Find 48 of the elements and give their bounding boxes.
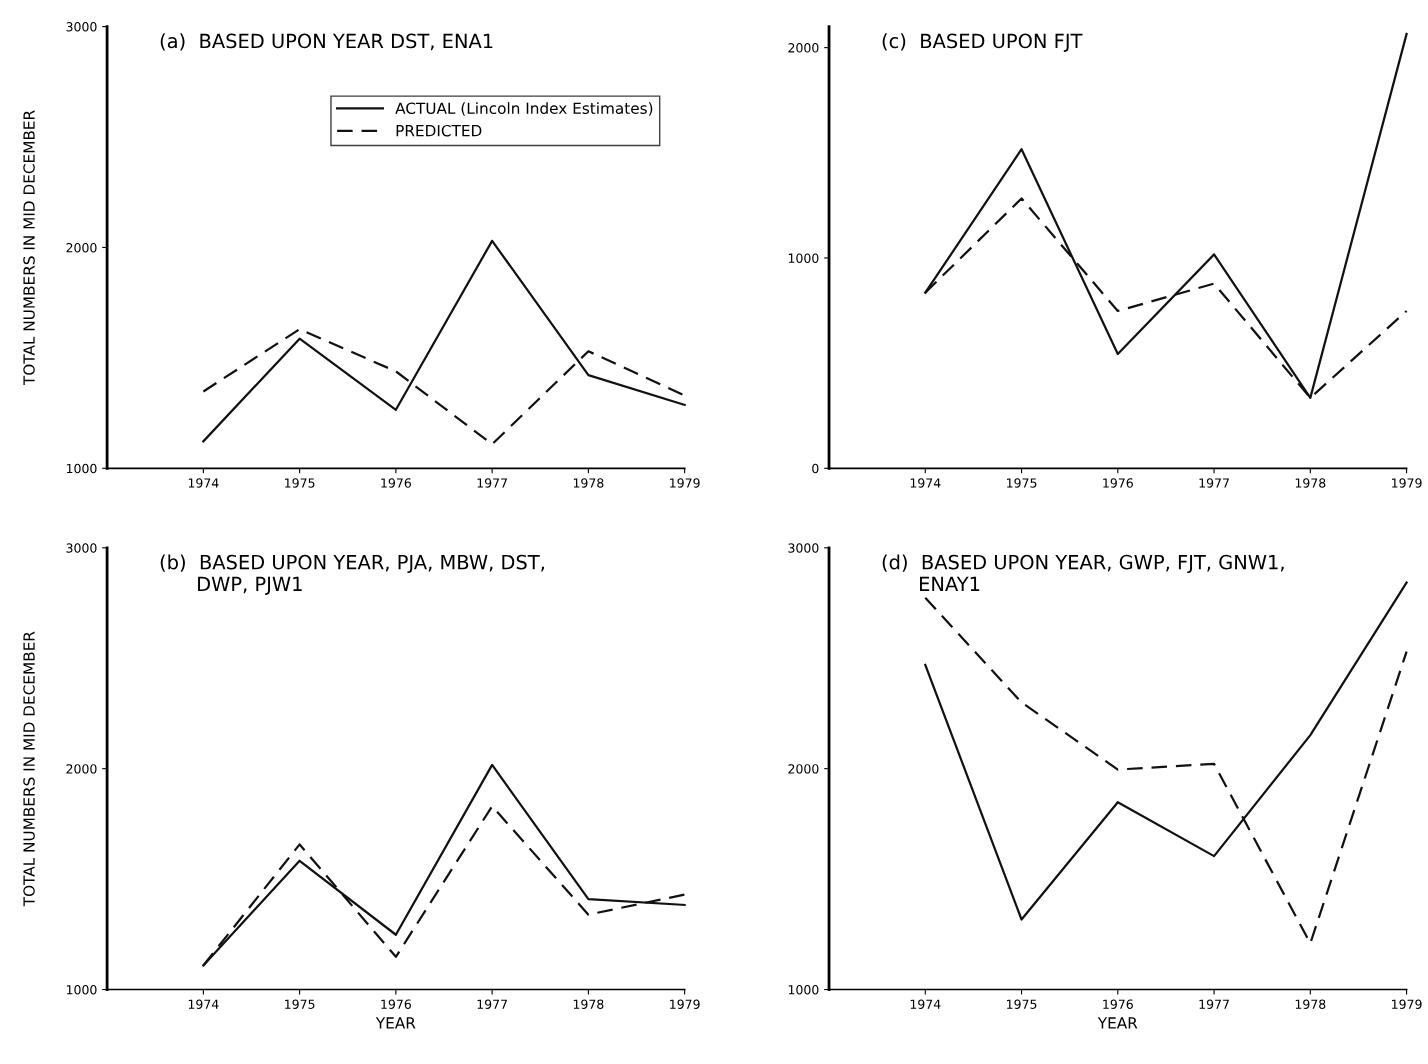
y-tick-label: 1000 <box>66 984 97 995</box>
y-tick-label: 3000 <box>66 543 97 553</box>
x-tick-label: 1979 <box>670 999 700 1009</box>
x-tick-label: 1977 <box>1199 999 1229 1009</box>
y-tick-label: 2000 <box>66 764 97 774</box>
line-series <box>202 328 686 446</box>
x-tick-label: 1978 <box>573 478 604 488</box>
line-series <box>202 239 686 443</box>
legend-label: PREDICTED <box>396 124 482 137</box>
legend-label: ACTUAL (Lincoln Index Estimates) <box>395 102 653 116</box>
y-tick-label: 3000 <box>788 543 819 553</box>
x-tick-label: 1975 <box>285 999 315 1009</box>
y-tick-label: 1000 <box>66 463 97 474</box>
y-tick-label: 2000 <box>788 43 819 53</box>
x-tick-label: 1975 <box>285 478 315 488</box>
y-tick-label: 2000 <box>66 242 97 253</box>
x-tick-label: 1979 <box>1392 478 1422 488</box>
x-tick-label: 1974 <box>910 999 941 1009</box>
x-axis-title: YEAR <box>375 1017 416 1029</box>
x-tick-label: 1978 <box>573 999 604 1009</box>
x-tick-label: 1974 <box>188 999 219 1009</box>
y-tick-label: 3000 <box>66 22 97 32</box>
y-tick-label: 0 <box>812 463 819 474</box>
x-tick-label: 1979 <box>670 478 700 488</box>
x-tick-label: 1977 <box>477 478 507 488</box>
x-tick-label: 1978 <box>1295 478 1326 488</box>
x-tick-label: 1976 <box>1103 999 1133 1009</box>
y-axis-title: TOTAL NUMBERS IN MID DECEMBER <box>23 631 35 907</box>
x-tick-label: 1974 <box>188 478 219 488</box>
y-tick-label: 1000 <box>788 253 819 263</box>
chart-title: (a) BASED UPON YEAR DST, ENA1 <box>160 33 493 51</box>
x-axis-title: YEAR <box>1097 1017 1138 1029</box>
y-axis-title: TOTAL NUMBERS IN MID DECEMBER <box>23 110 35 386</box>
x-tick-label: 1976 <box>381 478 411 488</box>
x-tick-label: 1974 <box>910 478 941 488</box>
text: (b) BASED UPON YEAR, PJA, MBW, DST, DWP, PJW1 <box>160 554 544 595</box>
x-tick-label: 1979 <box>1392 999 1422 1009</box>
x-tick-label: 1976 <box>1103 478 1133 488</box>
x-tick-label: 1975 <box>1007 999 1037 1009</box>
x-tick-label: 1975 <box>1007 478 1037 488</box>
text: (d) BASED UPON YEAR, GWP, FJT, GNW1, ENAY1 <box>882 554 1284 591</box>
chart-title: (c) BASED UPON FJT <box>882 33 1083 52</box>
x-tick-label: 1976 <box>381 999 411 1009</box>
x-tick-label: 1977 <box>1199 478 1229 488</box>
x-tick-label: 1978 <box>1295 999 1326 1009</box>
y-tick-label: 1000 <box>788 984 819 995</box>
y-tick-label: 2000 <box>788 764 819 774</box>
x-tick-label: 1977 <box>477 999 507 1009</box>
